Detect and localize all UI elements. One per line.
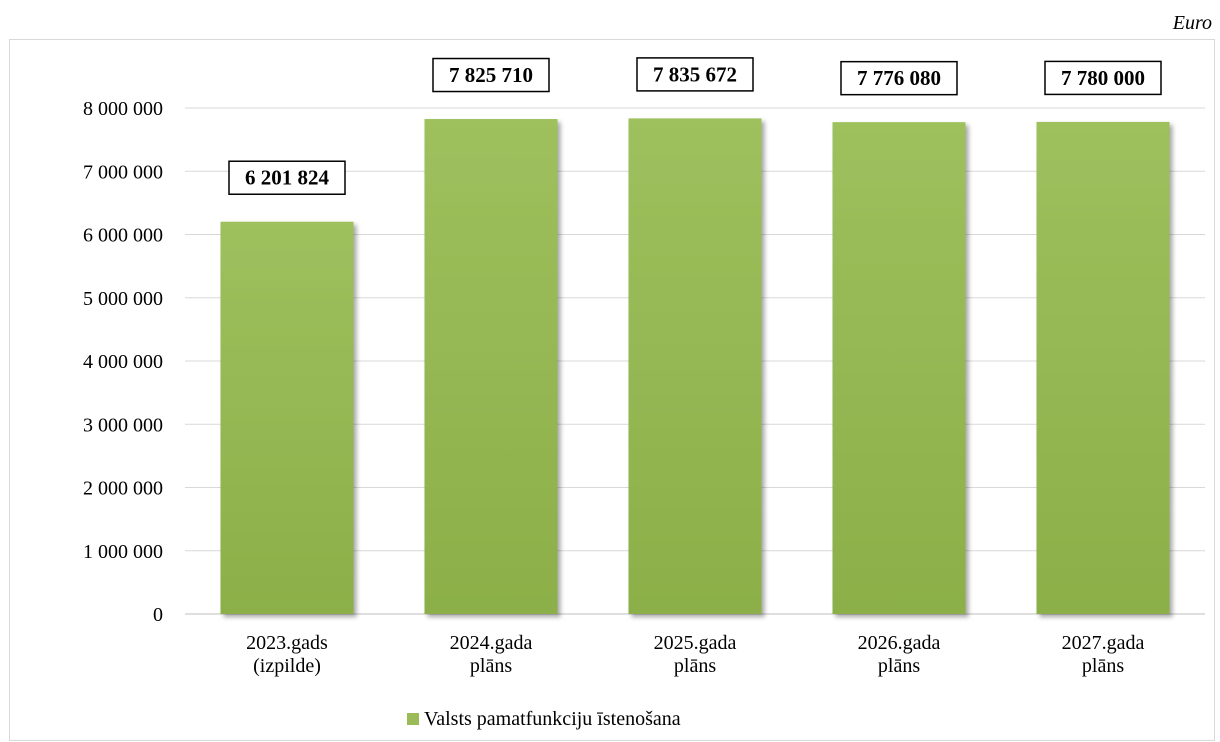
unit-label: Euro	[1172, 12, 1212, 34]
x-tick-label: plāns	[1082, 655, 1124, 677]
x-tick-label: 2026.gada	[858, 632, 941, 654]
legend: Valsts pamatfunkciju īstenošana	[407, 708, 681, 730]
bar	[220, 221, 354, 615]
data-label: 6 201 824	[245, 166, 330, 190]
y-tick-label: 1 000 000	[83, 541, 163, 563]
data-label-box	[432, 57, 550, 93]
x-tick-label: 2024.gada	[450, 632, 533, 654]
data-label-box	[1044, 60, 1162, 96]
x-tick-label: plāns	[470, 655, 512, 677]
x-tick-label: 2023.gads	[246, 632, 328, 654]
x-axis: 2023.gads(izpilde)2024.gadaplāns2025.gad…	[246, 632, 1144, 677]
bar	[1036, 121, 1170, 614]
x-tick-label: 2025.gada	[654, 632, 737, 654]
data-label-box	[840, 60, 958, 96]
data-label-box	[636, 57, 754, 92]
x-tick-label: plāns	[878, 655, 920, 677]
legend-label: Valsts pamatfunkciju īstenošana	[424, 708, 681, 730]
y-tick-label: 3 000 000	[83, 414, 163, 436]
x-tick-label: 2027.gada	[1062, 632, 1145, 654]
legend-swatch	[407, 713, 419, 725]
y-tick-label: 7 000 000	[83, 161, 163, 183]
y-tick-label: 5 000 000	[83, 288, 163, 310]
data-label: 7 780 000	[1061, 66, 1145, 90]
bar	[424, 119, 558, 615]
y-tick-label: 6 000 000	[83, 225, 163, 247]
chart-frame	[9, 39, 1215, 741]
y-axis: 0 1 000 000 2 000 000 3 000 000 4 000 000 5 0…	[83, 98, 163, 626]
y-tick-label: 4 000 000	[83, 351, 163, 373]
data-label: 7 835 672	[653, 62, 737, 86]
data-label: 7 776 080	[857, 66, 941, 90]
y-tick-label: 0	[153, 604, 163, 626]
bars	[220, 118, 1170, 615]
bar	[628, 118, 762, 615]
y-tick-label: 8 000 000	[83, 98, 163, 120]
data-label: 7 825 710	[449, 63, 533, 87]
x-tick-label: (izpilde)	[253, 655, 321, 677]
data-label-box	[228, 160, 346, 195]
data-labels: 6 201 824 7 825 710 7 835 672 7 776 080 7 78…	[228, 57, 1162, 195]
bar	[832, 122, 966, 615]
x-tick-label: plāns	[674, 655, 716, 677]
y-tick-label: 2 000 000	[83, 478, 163, 500]
